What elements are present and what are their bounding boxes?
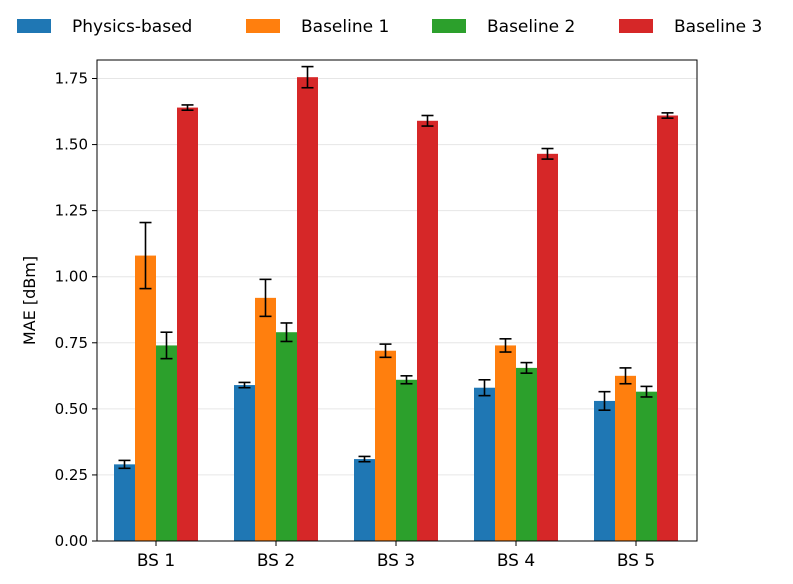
bar xyxy=(297,77,318,541)
bar xyxy=(135,255,156,542)
bar xyxy=(255,297,276,541)
legend-swatch xyxy=(246,19,280,33)
x-axis: BS 1 BS 2 BS 3 BS 4 BS 5 xyxy=(137,541,655,571)
y-tick-label: 0.00 xyxy=(55,532,88,550)
legend-label: Baseline 2 xyxy=(487,17,575,37)
legend-label: Physics-based xyxy=(72,17,192,37)
legend: Physics-based Baseline 1 Baseline 2 Baselin… xyxy=(17,17,762,37)
y-tick-label: 1.25 xyxy=(55,202,88,220)
y-tick-label: 0.75 xyxy=(55,334,88,352)
bar xyxy=(156,345,177,541)
y-tick-label: 1.00 xyxy=(55,268,88,286)
bar xyxy=(495,345,516,541)
x-tick-label: BS 1 xyxy=(137,551,175,571)
error-bars xyxy=(118,65,674,470)
x-tick-label: BS 4 xyxy=(497,551,535,571)
y-axis-label: MAE [dBm] xyxy=(20,256,39,345)
bar xyxy=(516,367,537,541)
bar xyxy=(276,332,297,541)
bar xyxy=(114,464,135,541)
plot-frame xyxy=(96,59,698,542)
legend-swatch xyxy=(432,19,466,33)
bar xyxy=(594,400,615,541)
y-tick-label: 1.75 xyxy=(55,70,88,88)
bar xyxy=(615,375,636,541)
bars xyxy=(114,77,678,542)
x-tick-label: BS 2 xyxy=(257,551,295,571)
bar xyxy=(417,120,438,542)
bar xyxy=(177,107,198,542)
bar xyxy=(657,115,678,541)
x-tick-label: BS 3 xyxy=(377,551,415,571)
bar xyxy=(537,153,558,542)
bar xyxy=(396,379,417,541)
x-tick-label: BS 5 xyxy=(617,551,655,571)
bar xyxy=(636,391,657,541)
legend-label: Baseline 3 xyxy=(674,17,762,37)
bar xyxy=(234,385,255,541)
y-tick-label: 1.50 xyxy=(55,136,88,154)
legend-label: Baseline 1 xyxy=(301,17,389,37)
legend-swatch xyxy=(619,19,653,33)
y-tick-label: 0.50 xyxy=(55,400,88,418)
y-axis: 0.00 0.25 0.50 0.75 1.00 1.25 1.50 1.75 xyxy=(55,70,97,550)
bar xyxy=(354,459,375,541)
y-tick-label: 0.25 xyxy=(55,466,88,484)
legend-swatch xyxy=(17,19,51,33)
bar xyxy=(375,350,396,541)
bar xyxy=(474,387,495,541)
